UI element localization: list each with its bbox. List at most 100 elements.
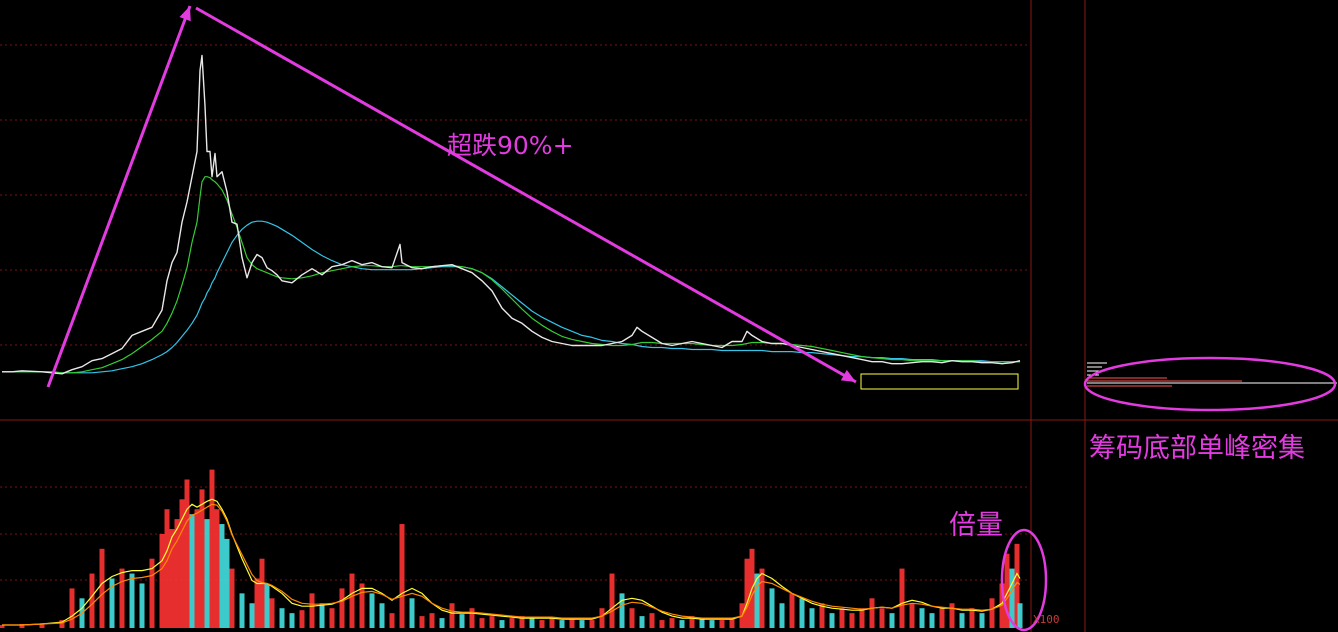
volume-bar [219,524,225,628]
volume-bar [859,608,865,628]
volume-bar [1017,603,1023,628]
volume-bar [549,618,555,628]
volume-bar [539,620,545,628]
volume-bar [369,593,375,628]
volume-bar [789,593,795,628]
crash-arrow-head [840,369,856,382]
volume-bar [849,613,855,628]
volume-bar [629,608,635,628]
volume-bar [979,613,985,628]
volume-bar [339,588,345,628]
crash-annotation: 超跌90%+ [447,131,574,160]
volume-bar [429,613,435,628]
volume-bar [164,509,170,628]
volume-bar [39,623,45,628]
crash-arrow [195,6,857,384]
volume-bar [499,620,505,628]
volume-bar [609,573,615,628]
volume-bar [699,618,705,628]
volume-bar [19,624,25,628]
price-lines [2,54,1021,375]
volume-bar [0,625,5,628]
volume-bar [269,598,275,628]
chip-peak-ellipse [1083,356,1337,412]
volume-bar [59,620,65,628]
volume-bar [659,620,665,628]
volume-bar [139,583,145,628]
volume-bar [129,573,135,628]
volume-bar [519,616,525,628]
volume-bar [159,533,165,628]
volume-bar [929,613,935,628]
volume-bar [119,568,125,628]
volume-bar [839,608,845,628]
volume-bar [759,568,765,628]
volume-bar [899,568,905,628]
rise-arrow [46,5,192,388]
volume-bar [619,593,625,628]
volume-bar [209,469,215,628]
volume-bar [769,588,775,628]
ma-long-line [2,220,1020,374]
volume-bar [449,603,455,628]
chip-concentration-annotation: 筹码底部单峰密集 [1089,433,1305,464]
volume-bar [829,613,835,628]
volume-bar [1009,568,1015,628]
volume-bar [439,618,445,628]
consolidation-box [860,373,1019,390]
volume-bar [709,620,715,628]
volume-bar [939,608,945,628]
volume-bar [264,583,270,628]
volume-bar [879,608,885,628]
volume-bar [204,519,210,628]
volume-bar [779,603,785,628]
volume-bar [819,603,825,628]
volume-bar [419,616,425,628]
volume-bar [1004,553,1010,628]
volume-bar [259,558,265,628]
volume-bar [559,620,565,628]
volume-bar [589,620,595,628]
volume-bar [254,578,260,628]
volume-bar [679,620,685,628]
volume-bar [189,514,195,628]
volume-bar [329,608,335,628]
volume-bar [509,618,515,628]
volume-bar [754,573,760,628]
volume-bar [989,598,995,628]
volume-bar [729,618,735,628]
volume-bar [489,616,495,628]
volume-bar [744,558,750,628]
volume-bar [319,603,325,628]
volume-bar [809,608,815,628]
annotation-shapes [46,5,1337,632]
volume-bar [1014,543,1020,628]
volume-bar [224,538,230,628]
volume-bar [529,618,535,628]
volume-scale-label: X100 [1033,613,1060,626]
volume-spike-ellipse [1000,528,1048,632]
volume-bar [959,613,965,628]
volume-bar [239,593,245,628]
volume-bar [299,610,305,628]
volume-bar [599,608,605,628]
volume-bar [459,614,465,628]
volume-bar [379,603,385,628]
volume-bar [359,583,365,628]
volume-ma-line-b [2,503,1021,626]
ma-short-line [2,176,1020,374]
volume-bar [69,588,75,628]
volume-bar [909,603,915,628]
volume-bar [639,616,645,628]
volume-bar [649,613,655,628]
volume-bars [0,469,1023,628]
volume-bar [799,598,805,628]
volume-bar [869,598,875,628]
price-line [2,54,1021,375]
volume-bar [229,568,235,628]
volume-bar [349,573,355,628]
volume-bar [109,578,115,628]
volume-bar [279,608,285,628]
volume-bar [569,618,575,628]
